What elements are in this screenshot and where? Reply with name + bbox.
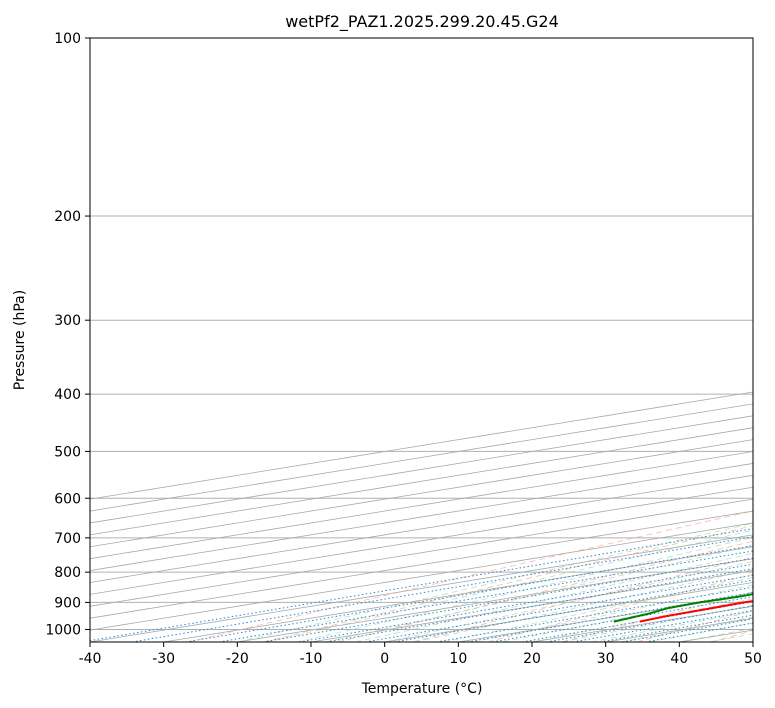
mixing-ratio-line xyxy=(218,550,753,642)
y-tick-label: 200 xyxy=(54,209,81,225)
x-tick-label: 0 xyxy=(380,651,389,667)
x-tick-label: -30 xyxy=(152,651,175,667)
moist-adiabat-line xyxy=(325,544,753,642)
plot-frame xyxy=(89,37,754,643)
x-axis-label: Temperature (°C) xyxy=(361,681,483,697)
isotherm-line xyxy=(90,510,753,619)
y-tick-label: 100 xyxy=(54,31,81,47)
mixing-ratio-line xyxy=(467,591,753,642)
mixing-ratio-line xyxy=(90,528,753,642)
y-tick-label: 500 xyxy=(54,444,81,460)
mixing-ratio-line xyxy=(572,609,753,642)
x-tick-label: -10 xyxy=(300,651,323,667)
y-tick-label: 600 xyxy=(54,491,81,507)
isotherm-line xyxy=(90,439,753,548)
x-tick-label: -40 xyxy=(79,651,102,667)
x-tick-label: -20 xyxy=(226,651,249,667)
mixing-ratio-line xyxy=(546,605,753,642)
mixing-ratio-line xyxy=(436,586,753,642)
y-tick-label: 1000 xyxy=(45,622,81,638)
moist-adiabat-line xyxy=(473,584,753,642)
y-tick-label: 800 xyxy=(54,565,81,581)
isotherm-line xyxy=(90,451,753,560)
dry-adiabat-line xyxy=(412,557,753,642)
y-tick-label: 300 xyxy=(54,313,81,329)
x-tick-label: 50 xyxy=(744,651,762,667)
x-tick-label: 40 xyxy=(670,651,688,667)
moist-adiabat-line xyxy=(414,569,753,642)
isotherm-line xyxy=(90,463,753,571)
isotherm-line xyxy=(90,534,753,642)
y-tick-label: 900 xyxy=(54,595,81,611)
mixing-ratio-line xyxy=(185,545,753,642)
y-tick-label: 700 xyxy=(54,531,81,547)
moist-adiabat-line xyxy=(355,552,753,642)
x-tick-label: 30 xyxy=(597,651,615,667)
chart-title: wetPf2_PAZ1.2025.299.20.45.G24 xyxy=(285,12,559,32)
isotherm-line xyxy=(90,486,753,595)
isotherm-line xyxy=(90,522,753,631)
mixing-ratio-line xyxy=(131,536,753,642)
y-axis-label: Pressure (hPa) xyxy=(12,290,28,390)
isotherm-line xyxy=(90,474,753,583)
x-tick-label: 20 xyxy=(523,651,541,667)
isotherm-line xyxy=(90,498,753,607)
y-tick-label: 400 xyxy=(54,387,81,403)
x-tick-label: 10 xyxy=(449,651,467,667)
dry-adiabat-line xyxy=(188,510,753,642)
